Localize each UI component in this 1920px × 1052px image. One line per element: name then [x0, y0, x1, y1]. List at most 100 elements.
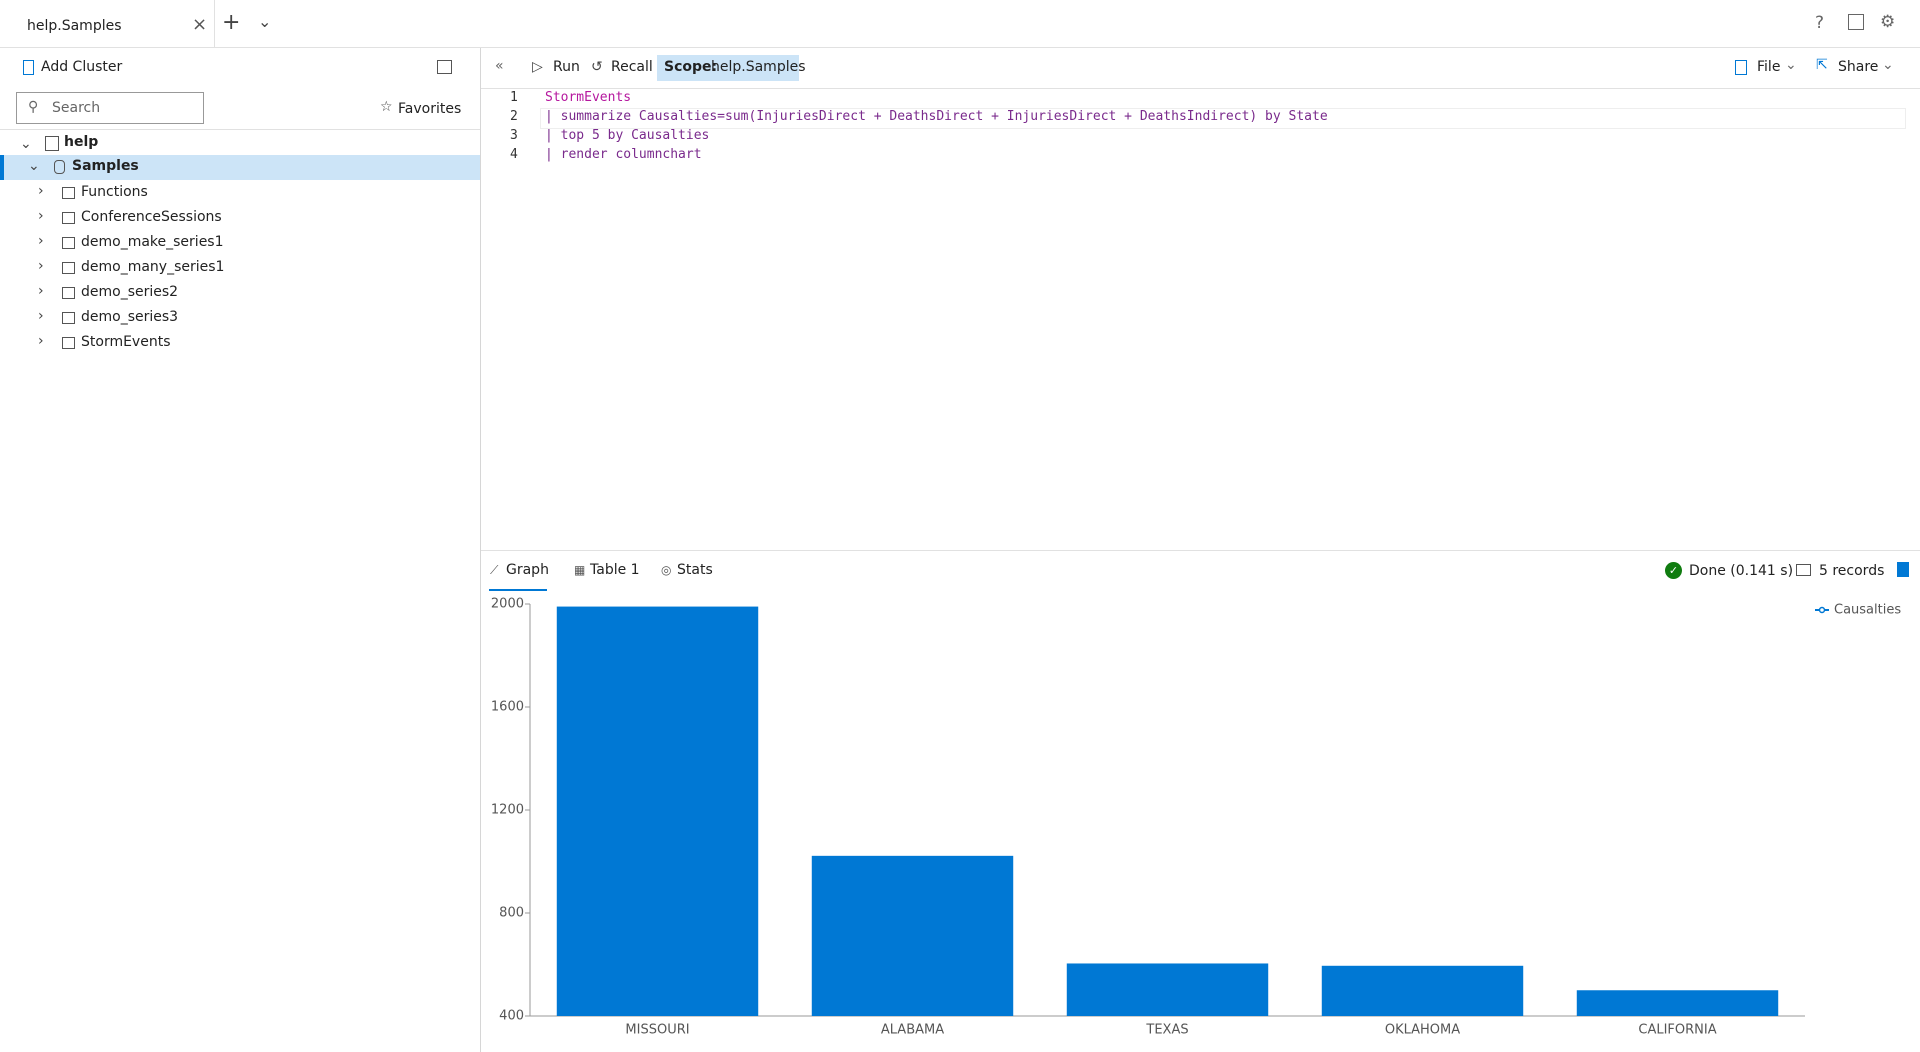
- add-cluster[interactable]: Add Cluster: [41, 59, 123, 75]
- code-line: | render columnchart: [545, 147, 702, 162]
- bar: [1576, 990, 1779, 1016]
- feedback-icon[interactable]: [1848, 14, 1864, 30]
- scope-label: Scope:: [664, 59, 718, 75]
- tree-expander[interactable]: ⌄: [20, 136, 32, 152]
- table-icon: [62, 287, 75, 299]
- line-number: 1: [510, 90, 518, 105]
- table-icon: [62, 237, 75, 249]
- settings-icon[interactable]: ⚙: [1880, 12, 1896, 32]
- code-line: StormEvents: [545, 90, 632, 105]
- divider: [0, 129, 480, 130]
- collapse-panel[interactable]: [437, 60, 452, 74]
- share-icon[interactable]: ⇱: [1816, 57, 1828, 73]
- status-icon: ✓: [1665, 562, 1682, 579]
- tree-item[interactable]: Functions: [81, 184, 148, 200]
- cluster-icon: [45, 136, 59, 151]
- y-tick-label: 400: [499, 1009, 524, 1024]
- search-placeholder: Search: [52, 100, 101, 116]
- y-tick-label: 800: [499, 906, 524, 921]
- collapse-left[interactable]: «: [495, 58, 504, 74]
- tree-cluster[interactable]: help: [64, 134, 99, 150]
- share-menu[interactable]: Share: [1838, 59, 1879, 75]
- scope-chip[interactable]: [657, 55, 799, 81]
- tree-item[interactable]: ConferenceSessions: [81, 209, 222, 225]
- tree-item[interactable]: demo_many_series1: [81, 259, 225, 275]
- legend-marker: [1818, 606, 1826, 614]
- file-chevron: ⌄: [1785, 57, 1797, 73]
- close-tab[interactable]: ×: [192, 14, 208, 35]
- tab-menu[interactable]: ⌄: [258, 12, 272, 31]
- search-icon: ⚲: [28, 99, 39, 115]
- favorites[interactable]: Favorites: [398, 101, 462, 117]
- tree-item[interactable]: demo_series3: [81, 309, 179, 325]
- y-tick-label: 1200: [491, 803, 524, 818]
- help-icon[interactable]: ?: [1815, 13, 1825, 33]
- code-line: | summarize Causalties=sum(InjuriesDirec…: [545, 109, 1328, 124]
- results-tab[interactable]: Table 1: [590, 562, 640, 578]
- recall-icon[interactable]: ↺: [591, 59, 603, 75]
- database-icon: [54, 160, 65, 174]
- table-icon: [62, 262, 75, 274]
- run-icon[interactable]: ▷: [532, 59, 543, 75]
- y-tick-label: 1600: [491, 700, 524, 715]
- add-cluster-icon[interactable]: [23, 60, 34, 75]
- search-box[interactable]: [16, 92, 204, 124]
- x-tick-label: MISSOURI: [625, 1023, 689, 1038]
- x-tick-label: OKLAHOMA: [1385, 1023, 1460, 1038]
- x-tick-label: ALABAMA: [881, 1023, 944, 1038]
- run-button[interactable]: Run: [553, 59, 580, 75]
- records-icon: [1796, 564, 1811, 576]
- new-tab[interactable]: +: [222, 10, 241, 35]
- clipboard-icon[interactable]: [1897, 562, 1909, 577]
- selected-bar: [0, 155, 4, 180]
- file-menu[interactable]: File: [1757, 59, 1781, 75]
- tree-expander[interactable]: ›: [38, 233, 44, 249]
- results-tab-icon: ◎: [661, 563, 672, 577]
- results-tab[interactable]: Graph: [506, 562, 549, 578]
- tree-expander[interactable]: ›: [38, 183, 44, 199]
- line-number: 4: [510, 147, 518, 162]
- tree-expander[interactable]: ›: [38, 258, 44, 274]
- tree-expander[interactable]: ›: [38, 283, 44, 299]
- left-panel: [0, 48, 481, 1052]
- x-tick-label: CALIFORNIA: [1638, 1023, 1716, 1038]
- results-tab[interactable]: Stats: [677, 562, 713, 578]
- tree-item[interactable]: demo_make_series1: [81, 234, 224, 250]
- tab-bar: [0, 0, 1920, 48]
- file-icon[interactable]: [1735, 60, 1747, 75]
- tree-expander[interactable]: ›: [38, 333, 44, 349]
- line-number: 2: [510, 109, 518, 124]
- table-icon: [62, 312, 75, 324]
- table-icon: [62, 187, 75, 199]
- main-toolbar: [481, 48, 1920, 89]
- line-number: 3: [510, 128, 518, 143]
- bar: [556, 606, 759, 1016]
- bar: [811, 855, 1014, 1016]
- current-line: [540, 108, 1906, 129]
- tree-expander[interactable]: ›: [38, 308, 44, 324]
- x-tick-label: TEXAS: [1145, 1023, 1188, 1038]
- favorites-icon[interactable]: ☆: [380, 99, 393, 115]
- results-divider: [481, 550, 1920, 551]
- status: Done (0.141 s): [1689, 563, 1794, 579]
- query-tab[interactable]: [0, 0, 215, 47]
- code-line: | top 5 by Causalties: [545, 128, 710, 143]
- tab-title: help.Samples: [27, 18, 122, 34]
- selected-row: [0, 155, 480, 180]
- graph-tab-underline: [489, 589, 547, 591]
- results-tab-icon: ⟋: [490, 563, 499, 577]
- legend-label: Causalties: [1834, 603, 1901, 618]
- tree-database[interactable]: Samples: [72, 158, 139, 174]
- recall-button[interactable]: Recall: [611, 59, 653, 75]
- table-icon: [62, 337, 75, 349]
- bar: [1066, 963, 1269, 1016]
- tree-expander[interactable]: ›: [38, 208, 44, 224]
- bar: [1321, 965, 1524, 1016]
- tree-item[interactable]: StormEvents: [81, 334, 171, 350]
- tree-expander[interactable]: ⌄: [28, 158, 40, 174]
- y-tick-label: 2000: [491, 597, 524, 612]
- share-chevron: ⌄: [1882, 57, 1894, 73]
- scope-value: help.Samples: [711, 59, 806, 75]
- tree-item[interactable]: demo_series2: [81, 284, 179, 300]
